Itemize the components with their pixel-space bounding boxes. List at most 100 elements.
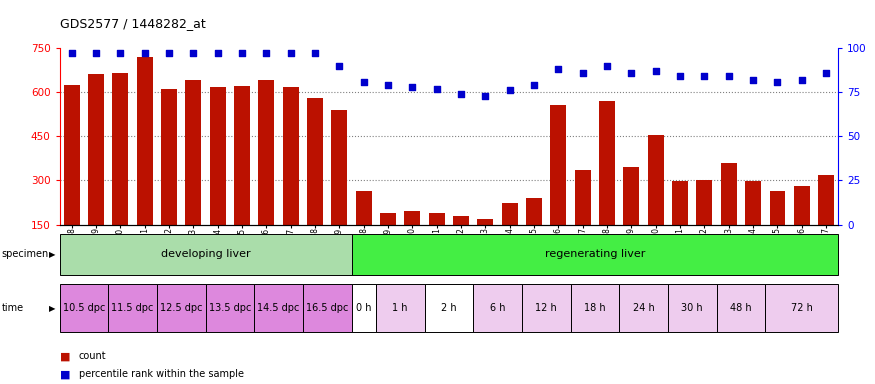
Point [527,82,541,88]
Bar [570,284,620,332]
Bar [766,284,838,332]
Bar [624,167,640,225]
Text: 24 h: 24 h [633,303,654,313]
Text: percentile rank within the sample: percentile rank within the sample [79,369,244,379]
Text: 48 h: 48 h [730,303,752,313]
Text: 11.5 dpc: 11.5 dpc [111,303,154,313]
Text: 2 h: 2 h [441,303,457,313]
Text: ■: ■ [60,369,70,379]
Text: ▶: ▶ [49,304,55,313]
Text: ■: ■ [60,351,70,361]
Point [746,77,760,83]
Point [576,70,590,76]
Point [551,66,565,72]
Bar [64,85,80,225]
Bar [136,57,152,225]
Point [503,87,517,93]
Text: count: count [79,351,107,361]
Point [137,50,151,56]
Point [357,78,371,84]
Text: 72 h: 72 h [791,303,813,313]
Point [454,91,468,97]
Bar [769,191,786,225]
Bar [794,186,809,225]
Bar [550,106,566,225]
Bar [283,87,298,225]
Point [673,73,687,79]
Bar [255,284,303,332]
Point [89,50,103,56]
Bar [161,89,177,225]
Point [819,70,833,76]
Point [479,93,493,99]
Bar [60,234,352,275]
Bar [376,284,424,332]
Bar [648,135,663,225]
Bar [818,175,834,225]
Bar [332,110,347,225]
Text: developing liver: developing liver [161,249,250,260]
Text: 0 h: 0 h [356,303,372,313]
Bar [501,203,518,225]
Text: regenerating liver: regenerating liver [545,249,645,260]
Point [770,78,784,84]
Text: GDS2577 / 1448282_at: GDS2577 / 1448282_at [60,17,206,30]
Bar [88,74,104,225]
Point [186,50,200,56]
Text: time: time [2,303,24,313]
Point [308,50,322,56]
Point [405,84,419,90]
Bar [575,170,591,225]
Bar [717,284,766,332]
Text: ▶: ▶ [49,250,55,259]
Text: 16.5 dpc: 16.5 dpc [306,303,348,313]
Text: 10.5 dpc: 10.5 dpc [63,303,105,313]
Bar [210,87,226,225]
Bar [696,180,712,225]
Bar [206,284,255,332]
Bar [356,191,372,225]
Text: 13.5 dpc: 13.5 dpc [208,303,251,313]
Bar [429,214,444,225]
Bar [672,181,688,225]
Point [600,63,614,69]
Bar [404,212,420,225]
Point [284,50,298,56]
Point [332,63,346,69]
Bar [157,284,206,332]
Bar [234,86,250,225]
Bar [303,284,352,332]
Bar [453,217,469,225]
Bar [352,284,376,332]
Bar [60,284,108,332]
Point [211,50,225,56]
Bar [526,198,542,225]
Point [648,68,662,74]
Text: 18 h: 18 h [584,303,605,313]
Bar [721,163,737,225]
Point [162,50,176,56]
Text: 14.5 dpc: 14.5 dpc [257,303,300,313]
Bar [620,284,668,332]
Text: 12.5 dpc: 12.5 dpc [160,303,202,313]
Point [722,73,736,79]
Text: 1 h: 1 h [393,303,408,313]
Bar [258,80,274,225]
Point [259,50,273,56]
Point [625,70,639,76]
Bar [186,80,201,225]
Bar [108,284,157,332]
Bar [478,219,494,225]
Point [235,50,249,56]
Bar [380,213,396,225]
Bar [473,284,522,332]
Point [430,86,444,92]
Point [65,50,79,56]
Point [381,82,395,88]
Bar [522,284,570,332]
Bar [352,234,838,275]
Bar [307,98,323,225]
Text: 6 h: 6 h [490,303,505,313]
Bar [424,284,473,332]
Text: 30 h: 30 h [682,303,703,313]
